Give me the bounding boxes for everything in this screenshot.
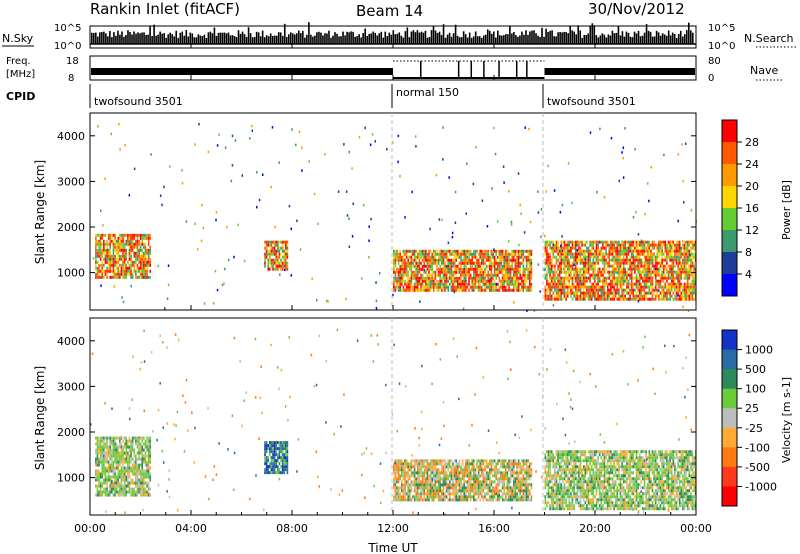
- x-axis: 00:00 04:00 08:00 12:00 16:00 20:00 00:00: [74, 43, 712, 535]
- nsky-trace: [90, 22, 696, 45]
- x-tick-label: 12:00: [377, 522, 409, 535]
- nave-tick-bottom: 0: [708, 73, 714, 84]
- power-colorbar-label: Power [dB]: [780, 180, 793, 240]
- cpid-segment-label: twofsound 3501: [547, 95, 636, 108]
- velocity-colorbar-tick: 25: [745, 402, 759, 415]
- velocity-colorbar-swatch: [722, 447, 737, 468]
- nsky-tick-right-bottom: 10^0: [708, 41, 735, 52]
- velocity-colorbar-frame: [721, 329, 738, 507]
- freq-trace: [91, 60, 695, 79]
- nsky-tick-right-top: 10^5: [708, 23, 735, 34]
- nave-tick-top: 80: [708, 56, 721, 67]
- power-colorbar: 28 24 20 16 12 8 4 Power [dB]: [721, 119, 793, 297]
- nsky-label: N.Sky: [2, 32, 34, 45]
- nave-label: Nave: [750, 64, 778, 77]
- cpid-row: CPID twofsound 3501 normal 150 twofsound…: [6, 84, 636, 108]
- velocity-y-tick: 2000: [57, 426, 85, 439]
- power-y-tick: 1000: [57, 267, 85, 280]
- cpid-segment-label: twofsound 3501: [94, 95, 183, 108]
- date-label: 30/Nov/2012: [588, 0, 685, 18]
- nsky-tick-bottom: 10^0: [54, 41, 81, 52]
- power-colorbar-tick: 16: [745, 202, 759, 215]
- x-tick-label: 04:00: [175, 522, 207, 535]
- velocity-colorbar-tick: 500: [745, 363, 766, 376]
- power-colorbar-tick: 12: [745, 224, 759, 237]
- cpid-segment-label: normal 150: [396, 86, 459, 99]
- power-y-tick: 4000: [57, 130, 85, 143]
- power-colorbar-tick: 8: [745, 246, 752, 259]
- velocity-colorbar-tick: -25: [745, 422, 763, 435]
- velocity-colorbar-swatch: [722, 330, 737, 351]
- velocity-colorbar-tick: -1000: [745, 480, 777, 493]
- freq-tick-bottom: 8: [68, 73, 74, 84]
- nsky-tick-top: 10^5: [54, 23, 81, 34]
- velocity-y-axis: 1000 2000 3000 4000: [57, 335, 696, 485]
- power-y-axis: 1000 2000 3000 4000: [57, 130, 696, 280]
- velocity-colorbar-tick: -100: [745, 441, 770, 454]
- velocity-colorbar-swatch: [722, 388, 737, 409]
- velocity-colorbar-tick: -500: [745, 461, 770, 474]
- power-y-tick: 3000: [57, 175, 85, 188]
- power-colorbar-swatch: [722, 274, 737, 297]
- velocity-ylabel: Slant Range [km]: [33, 366, 47, 470]
- velocity-panel: 1000 2000 3000 4000 Slant Range [km]: [33, 317, 697, 516]
- velocity-colorbar-swatch: [722, 408, 737, 429]
- power-colorbar-swatch: [722, 120, 737, 143]
- freq-label-line2: [MHz]: [6, 69, 35, 80]
- power-colorbar-swatch: [722, 142, 737, 165]
- power-ylabel: Slant Range [km]: [33, 160, 47, 264]
- x-tick-label: 00:00: [680, 522, 712, 535]
- velocity-colorbar: 1000 500 100 25 -25 -100 -500 -1000 Velocity [m…: [721, 329, 793, 507]
- velocity-colorbar-swatch: [722, 486, 737, 507]
- velocity-colorbar-swatch: [722, 466, 737, 487]
- power-colorbar-swatch: [722, 230, 737, 253]
- x-axis-label: Time UT: [367, 541, 418, 554]
- velocity-y-tick: 4000: [57, 335, 85, 348]
- nsky-strip: N.Sky 10^5 10^0 10^5 10^0 N.Search: [2, 22, 796, 52]
- power-colorbar-swatch: [722, 164, 737, 187]
- velocity-colorbar-tick: 1000: [745, 344, 773, 357]
- power-colorbar-swatch: [722, 186, 737, 209]
- velocity-colorbar-swatch: [722, 369, 737, 390]
- freq-label-line1: Freq.: [6, 56, 31, 67]
- velocity-colorbar-tick: 100: [745, 383, 766, 396]
- velocity-colorbar-swatch: [722, 349, 737, 370]
- velocity-colorbar-swatch: [722, 427, 737, 448]
- beam-label: Beam 14: [356, 2, 423, 20]
- power-colorbar-tick: 20: [745, 180, 759, 193]
- x-tick-label: 16:00: [478, 522, 510, 535]
- velocity-y-tick: 1000: [57, 472, 85, 485]
- power-colorbar-tick: 24: [745, 158, 759, 171]
- x-tick-label: 08:00: [276, 522, 308, 535]
- power-colorbar-swatch: [722, 252, 737, 275]
- power-colorbar-swatch: [722, 208, 737, 231]
- velocity-colorbar-label: Velocity [m s-1]: [780, 377, 793, 463]
- cpid-label: CPID: [6, 90, 35, 103]
- nsearch-label: N.Search: [744, 32, 794, 45]
- power-colorbar-tick: 28: [745, 136, 759, 149]
- power-data: [92, 122, 697, 313]
- x-tick-label: 00:00: [74, 522, 106, 535]
- freq-strip: Freq. [MHz] 18 8 80 0 Nave: [6, 55, 784, 84]
- power-panel: 1000 2000 3000 4000 Slant Range [km]: [33, 112, 697, 313]
- velocity-y-tick: 3000: [57, 380, 85, 393]
- velocity-data: [90, 328, 697, 516]
- power-y-tick: 2000: [57, 221, 85, 234]
- plot-title: Rankin Inlet (fitACF): [90, 0, 240, 18]
- power-colorbar-tick: 4: [745, 268, 752, 281]
- x-tick-label: 20:00: [579, 522, 611, 535]
- freq-tick-top: 18: [66, 56, 79, 67]
